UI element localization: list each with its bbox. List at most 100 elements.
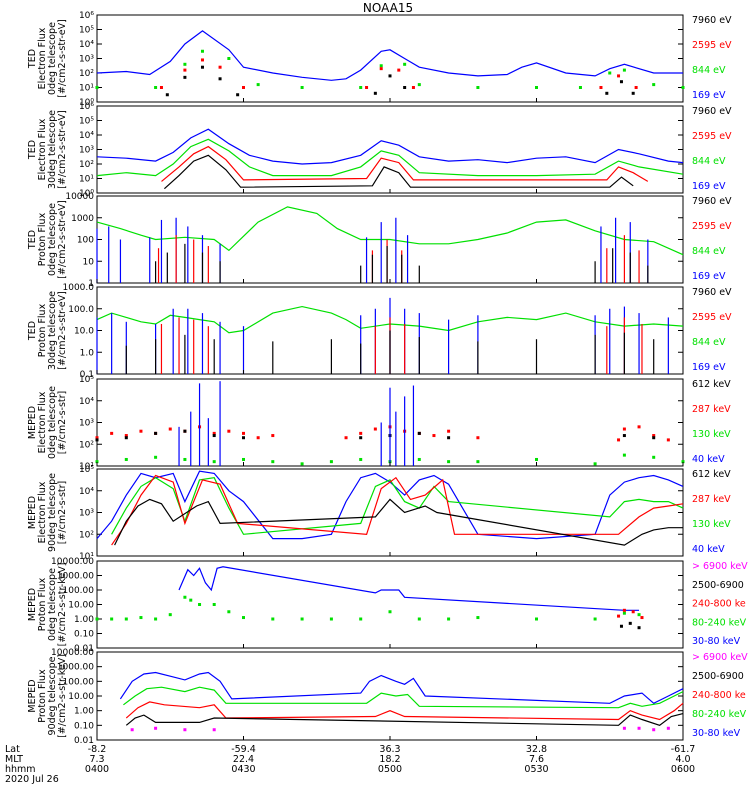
series-magenta-point [154,726,158,730]
y-tick-label: 0.1 [80,370,94,380]
y-axis-label: 30deg telescope [47,110,58,189]
series-green-point [329,460,333,464]
series-green-point [379,64,383,68]
series-red-point [476,436,480,440]
y-tick-label: 10.0 [74,327,94,337]
y-axis-label: Proton Flux [37,212,48,266]
footer-tick-hhmm: 0400 [85,764,109,775]
panel-8: 0.01 0.10 1.00 10.00 100.00 1000.00 10000.00 ME… [27,648,748,746]
panel-6: 10¹ 10² 10³ 10⁴ 10⁵ MEPED Electron Flux 90deg t… [27,465,731,562]
series-green-point [637,613,641,617]
series-black-point [124,436,128,440]
series-green-point [593,462,597,466]
series-black-line [114,498,683,546]
legend-entry: 7960 eV [692,15,732,26]
y-tick-label: 10⁶ [79,11,94,21]
y-tick-label: 1 [88,279,94,289]
legend-entry: 2595 eV [692,312,732,323]
legend-entry: 7960 eV [692,106,732,117]
legend-entry: 612 keV [692,379,731,390]
footer-tick-mlt: 18.2 [379,754,400,765]
series-green-point [417,83,421,87]
series-green-line [96,206,684,256]
legend-entry: 240-800 ke [692,599,746,610]
series-magenta-point [183,728,187,732]
y-axis-label: 90deg telescope [47,656,58,735]
y-axis-label: 0deg telescope [47,568,58,641]
y-axis-label: Electron Flux [37,118,48,180]
series-red-point [617,438,621,442]
footer-row-label: hhmm [5,764,36,775]
y-axis-label: MEPED [27,588,38,621]
series-green-point [329,617,333,621]
series-red-point [95,436,99,440]
y-tick-label: 1000.00 [57,572,94,582]
legend-entry: 80-240 keV [692,709,747,720]
footer-tick-hhmm: 0530 [524,764,548,775]
series-green-point [681,460,685,464]
series-green-point [681,86,685,89]
series-red-point [359,431,363,435]
series-black-point [637,626,641,630]
series-green-point [652,83,656,87]
series-red-point [168,427,172,431]
y-axis-label: [#/cm2-s-str] [57,481,68,544]
series-green-point [271,617,275,621]
series-red-point [227,429,231,433]
series-green-point [198,603,202,606]
series-black-point [218,77,222,81]
series-magenta-point [652,728,656,732]
legend-entry: 844 eV [692,156,726,167]
y-axis-label: Proton Flux [37,577,48,631]
series-red-point [631,610,635,614]
footer-tick-hhmm: 0600 [671,764,695,775]
series-green-point [242,616,245,620]
y-tick-label: 10³ [79,419,94,429]
footer-tick-lat: -59.4 [231,744,256,755]
series-magenta-point [622,726,626,730]
series-green-point [154,455,158,459]
legend-entry: 40 keV [692,454,725,465]
series-red-point [242,86,245,89]
series-blue-line [96,128,684,165]
legend-entry: 30-80 keV [692,728,741,739]
y-axis-label: Electron Flux [37,391,48,453]
series-red-line [161,145,649,182]
series-red-point [640,616,644,620]
y-tick-label: 10000 [65,192,94,202]
y-tick-label: 10² [79,69,94,79]
series-red-point [652,434,656,438]
y-axis-label: 30deg telescope [47,291,58,370]
series-red-point [622,608,626,612]
panel-5: 10¹ 10² 10³ 10⁴ 10⁵ MEPED Electron Flux 0deg te… [27,375,731,472]
series-black-point [200,65,204,69]
y-tick-label: 10⁵ [79,26,94,36]
y-tick-label: 1000 [71,214,94,224]
y-tick-label: 10⁰ [79,98,94,108]
series-green-point [183,595,187,599]
series-green-point [183,457,187,461]
series-green-point [622,453,626,457]
series-green-point [124,617,128,621]
series-black-point [447,436,451,440]
series-green-point [417,617,421,621]
series-black-point [183,429,187,433]
y-tick-label: 10⁴ [79,40,94,50]
legend-entry: 844 eV [692,246,726,257]
y-axis-label: 0deg telescope [47,386,58,459]
footer-tick-mlt: 7.3 [89,754,104,765]
panel-frame [96,560,684,649]
y-tick-label: 10¹ [79,84,94,94]
y-axis-label: MEPED [27,679,38,712]
y-axis-label: TED [27,321,38,341]
series-black-point [242,436,245,440]
legend-entry: 7960 eV [692,287,732,298]
series-green-point [212,603,216,606]
legend-entry: 287 keV [692,404,731,415]
series-green-point [168,613,172,617]
series-red-point [159,86,163,89]
series-green-point [200,49,204,53]
series-green-point [447,460,451,464]
y-axis-label: 0deg telescope [47,22,58,95]
